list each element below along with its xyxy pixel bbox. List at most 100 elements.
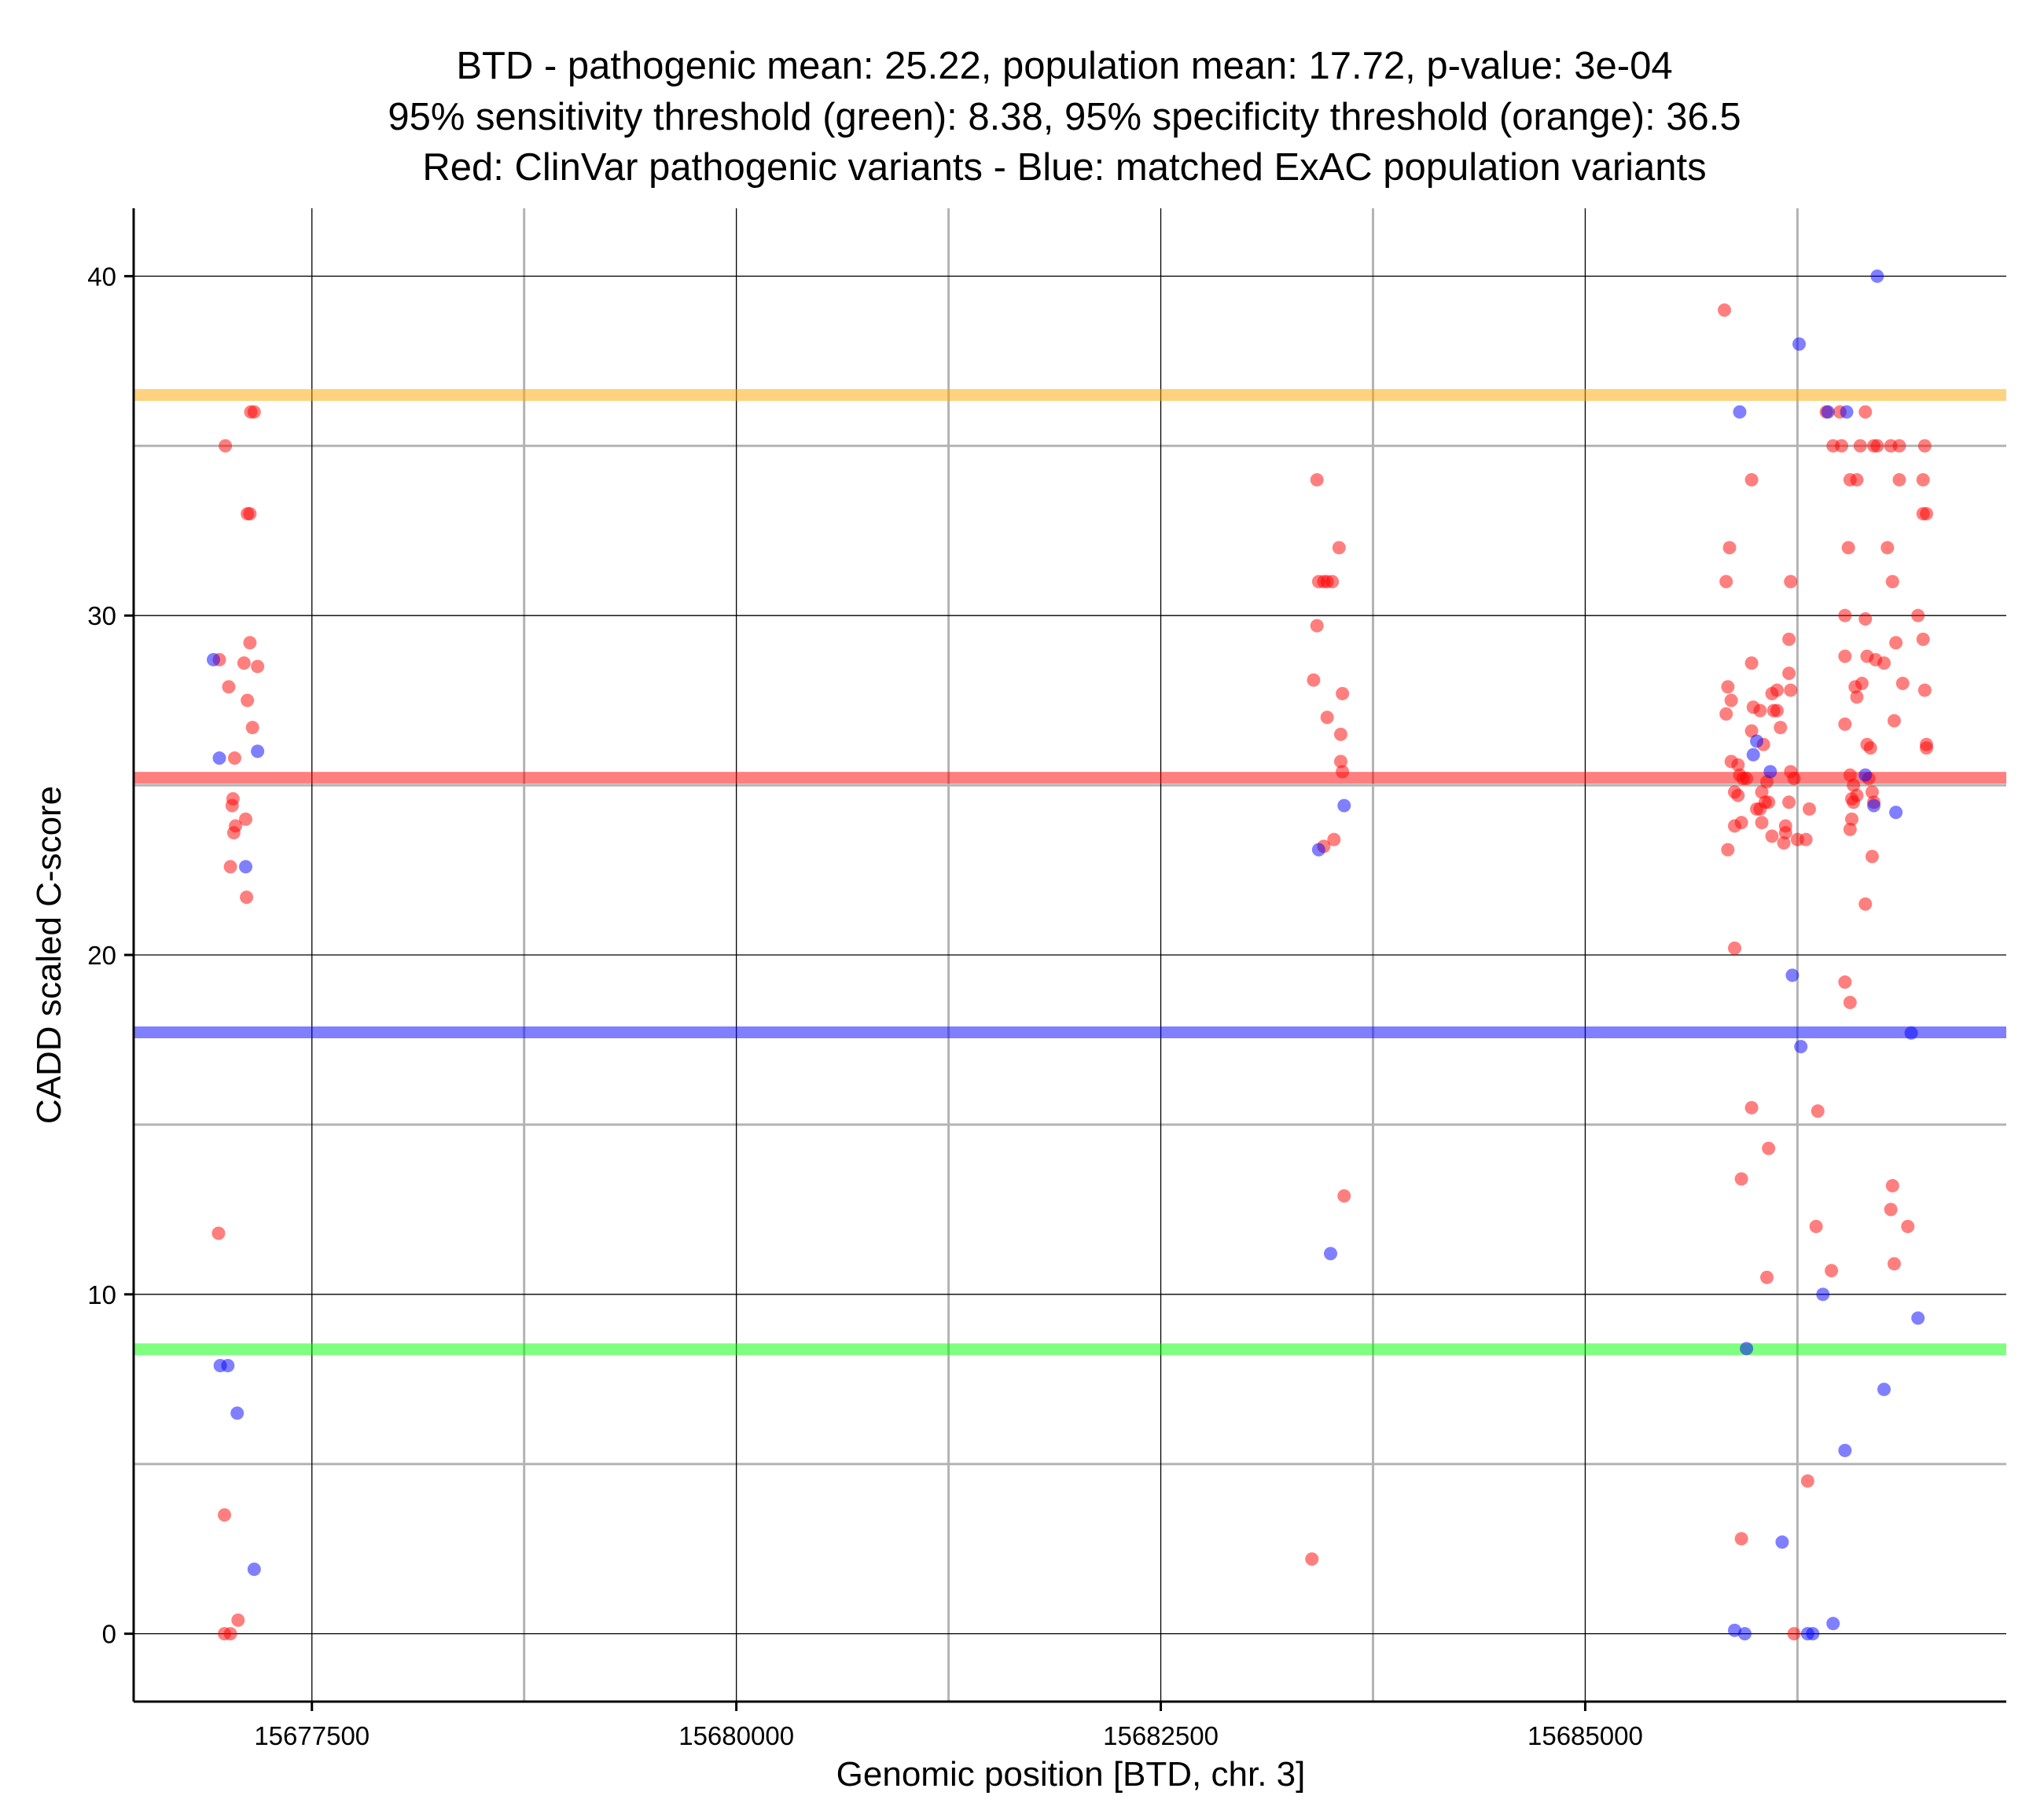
population-point bbox=[1821, 405, 1835, 419]
pathogenic-point bbox=[1811, 1104, 1825, 1118]
title-line-2: 95% sensitivity threshold (green): 8.38,… bbox=[388, 96, 1741, 138]
pathogenic-point bbox=[251, 659, 265, 674]
pathogenic-point bbox=[1844, 812, 1858, 826]
pathogenic-point bbox=[1333, 727, 1347, 741]
pathogenic-point bbox=[1774, 721, 1788, 735]
pathogenic-point bbox=[1727, 941, 1741, 955]
pathogenic-point bbox=[1336, 765, 1350, 779]
pathogenic-point bbox=[227, 751, 241, 766]
pathogenic-point bbox=[1889, 636, 1903, 650]
population-point bbox=[1792, 337, 1807, 351]
pathogenic-point bbox=[1782, 795, 1796, 810]
pathogenic-point bbox=[1740, 771, 1754, 785]
pathogenic-point bbox=[1850, 472, 1864, 487]
pathogenic-point bbox=[1744, 724, 1759, 738]
population-point bbox=[230, 1406, 244, 1420]
pathogenic-point bbox=[223, 1627, 237, 1641]
population-point bbox=[1840, 405, 1854, 419]
x-tick-label: 15680000 bbox=[678, 1721, 794, 1750]
pathogenic-point bbox=[1753, 703, 1767, 718]
population-point bbox=[1806, 1627, 1820, 1641]
y-tick-label: 20 bbox=[87, 941, 116, 970]
pathogenic-point bbox=[1799, 832, 1813, 846]
population-point bbox=[1323, 1247, 1337, 1261]
y-axis-ticks: 0 10 20 30 40 bbox=[87, 262, 134, 1649]
population-point bbox=[1904, 1026, 1918, 1040]
pathogenic-point bbox=[1784, 575, 1798, 589]
y-tick-label: 0 bbox=[102, 1620, 116, 1649]
chart-title: BTD - pathogenic mean: 25.22, population… bbox=[388, 45, 1741, 189]
pathogenic-point bbox=[1838, 649, 1852, 663]
y-tick-label: 10 bbox=[87, 1280, 116, 1309]
pathogenic-point bbox=[1327, 832, 1341, 846]
population-point bbox=[1311, 843, 1325, 857]
pathogenic-point bbox=[239, 812, 253, 826]
pathogenic-point bbox=[243, 507, 257, 521]
pathogenic-point bbox=[1865, 850, 1879, 864]
pathogenic-point bbox=[1719, 575, 1733, 589]
pathogenic-point bbox=[1744, 472, 1759, 487]
pathogenic-point bbox=[1320, 711, 1334, 725]
pathogenic-point bbox=[226, 826, 241, 840]
x-tick-label: 15677500 bbox=[254, 1721, 369, 1750]
pathogenic-point bbox=[1865, 785, 1879, 799]
pathogenic-point bbox=[1853, 439, 1867, 453]
pathogenic-point bbox=[1784, 683, 1798, 697]
pathogenic-point bbox=[1782, 666, 1796, 681]
population-point bbox=[221, 1359, 235, 1372]
pathogenic-point bbox=[1877, 656, 1891, 670]
pathogenic-point bbox=[1760, 775, 1774, 789]
pathogenic-point bbox=[1802, 802, 1816, 816]
pathogenic-point bbox=[222, 680, 236, 694]
pathogenic-point bbox=[1920, 741, 1934, 755]
pathogenic-point bbox=[1863, 741, 1877, 755]
population-point bbox=[1733, 405, 1747, 419]
pathogenic-point bbox=[1305, 1552, 1319, 1566]
pathogenic-point bbox=[1777, 836, 1791, 850]
pathogenic-point bbox=[1901, 1219, 1915, 1233]
pathogenic-point bbox=[225, 799, 239, 813]
pathogenic-point bbox=[1731, 758, 1745, 772]
pathogenic-point bbox=[1744, 1100, 1759, 1114]
population-point bbox=[1746, 747, 1760, 762]
pathogenic-point bbox=[1755, 816, 1769, 830]
pathogenic-point bbox=[1843, 768, 1857, 782]
pathogenic-point bbox=[1765, 829, 1779, 843]
pathogenic-point bbox=[1333, 755, 1347, 769]
pathogenic-point bbox=[1880, 541, 1895, 555]
population-point bbox=[1737, 1627, 1752, 1641]
population-point bbox=[1877, 1383, 1891, 1397]
pathogenic-point bbox=[1336, 687, 1350, 700]
pathogenic-point bbox=[1762, 795, 1776, 810]
pathogenic-point bbox=[1843, 822, 1857, 836]
pathogenic-point bbox=[1885, 1179, 1899, 1193]
pathogenic-point bbox=[1850, 690, 1864, 704]
pathogenic-point bbox=[1838, 608, 1852, 622]
pathogenic-point bbox=[1310, 619, 1324, 633]
pathogenic-point bbox=[1870, 439, 1884, 453]
pathogenic-point bbox=[231, 1613, 245, 1627]
pathogenic-point bbox=[1731, 788, 1745, 802]
population-point bbox=[1858, 768, 1873, 782]
x-axis-ticks: 15677500 15680000 15682500 15685000 bbox=[254, 1702, 1643, 1750]
pathogenic-point bbox=[1307, 673, 1321, 687]
pathogenic-point bbox=[1847, 778, 1861, 792]
x-tick-label: 15685000 bbox=[1527, 1721, 1643, 1750]
pathogenic-point bbox=[240, 890, 254, 905]
pathogenic-point bbox=[1885, 575, 1899, 589]
population-point bbox=[251, 744, 265, 758]
title-line-1: BTD - pathogenic mean: 25.22, population… bbox=[456, 45, 1672, 87]
pathogenic-point bbox=[237, 656, 251, 670]
pathogenic-point bbox=[1770, 683, 1784, 697]
major-gridlines bbox=[134, 208, 2006, 1702]
pathogenic-point bbox=[1916, 472, 1930, 487]
pathogenic-point bbox=[1887, 1257, 1901, 1271]
pathogenic-point bbox=[1337, 1189, 1351, 1203]
pathogenic-point bbox=[1744, 656, 1759, 670]
pathogenic-point bbox=[1916, 632, 1930, 646]
pathogenic-point bbox=[1782, 632, 1796, 646]
pathogenic-point bbox=[1310, 472, 1324, 487]
population-point bbox=[212, 751, 226, 766]
population-point bbox=[247, 1562, 261, 1577]
